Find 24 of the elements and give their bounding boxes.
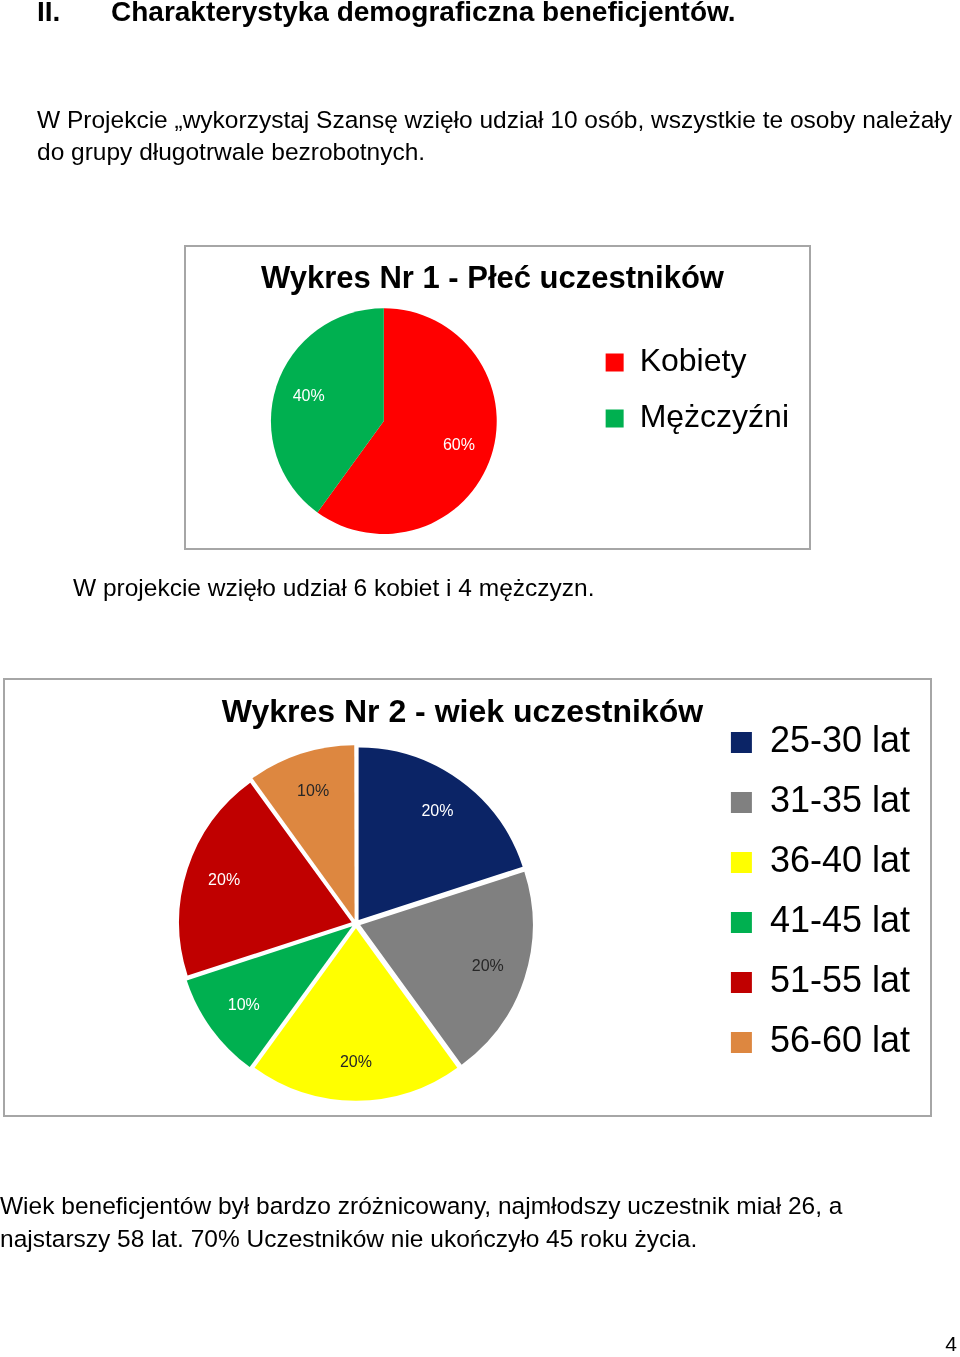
data-label: 10% <box>297 782 330 800</box>
data-label: 20% <box>421 801 454 819</box>
data-label: 60% <box>442 435 475 453</box>
text: Wiek beneficjentów był bardzo zróżnicowany, najmłodszy uczestnik miał 26, a najstarszy 58 lat. 70% Uczestników nie ukończyło 45 roku życia. <box>0 1191 844 1254</box>
legend-label: Mężczyźni <box>639 398 789 435</box>
text: W Projekcie „wykorzystaj Szansę wzięło udział 10 osób, wszystkie te osoby należały do grupy długotrwale bezrobotnych. <box>37 105 954 167</box>
legend-label: 56-60 lat <box>769 1019 911 1061</box>
data-label: 20% <box>471 956 504 974</box>
data-label: 20% <box>339 1052 372 1070</box>
text: II. <box>37 0 61 29</box>
legend-label: 51-55 lat <box>769 959 911 1001</box>
legend-label: 31-35 lat <box>769 779 911 821</box>
legend-label: 25-30 lat <box>769 719 911 761</box>
data-label: 10% <box>227 995 260 1013</box>
data-label: 20% <box>208 871 241 889</box>
text: Charakterystyka demograficzna beneficjentów. <box>111 0 736 29</box>
legend-label: Kobiety <box>639 342 747 379</box>
data-label: 40% <box>292 387 325 405</box>
text: W projekcie wzięło udział 6 kobiet i 4 mężczyzn. <box>73 573 595 603</box>
text: 4 <box>945 1331 957 1357</box>
chart-title: Wykres Nr 2 - wiek uczestników <box>221 693 704 730</box>
legend-label: 41-45 lat <box>769 899 911 941</box>
chart-title: Wykres Nr 1 - Płeć uczestników <box>261 260 725 296</box>
legend-label: 36-40 lat <box>769 839 911 881</box>
